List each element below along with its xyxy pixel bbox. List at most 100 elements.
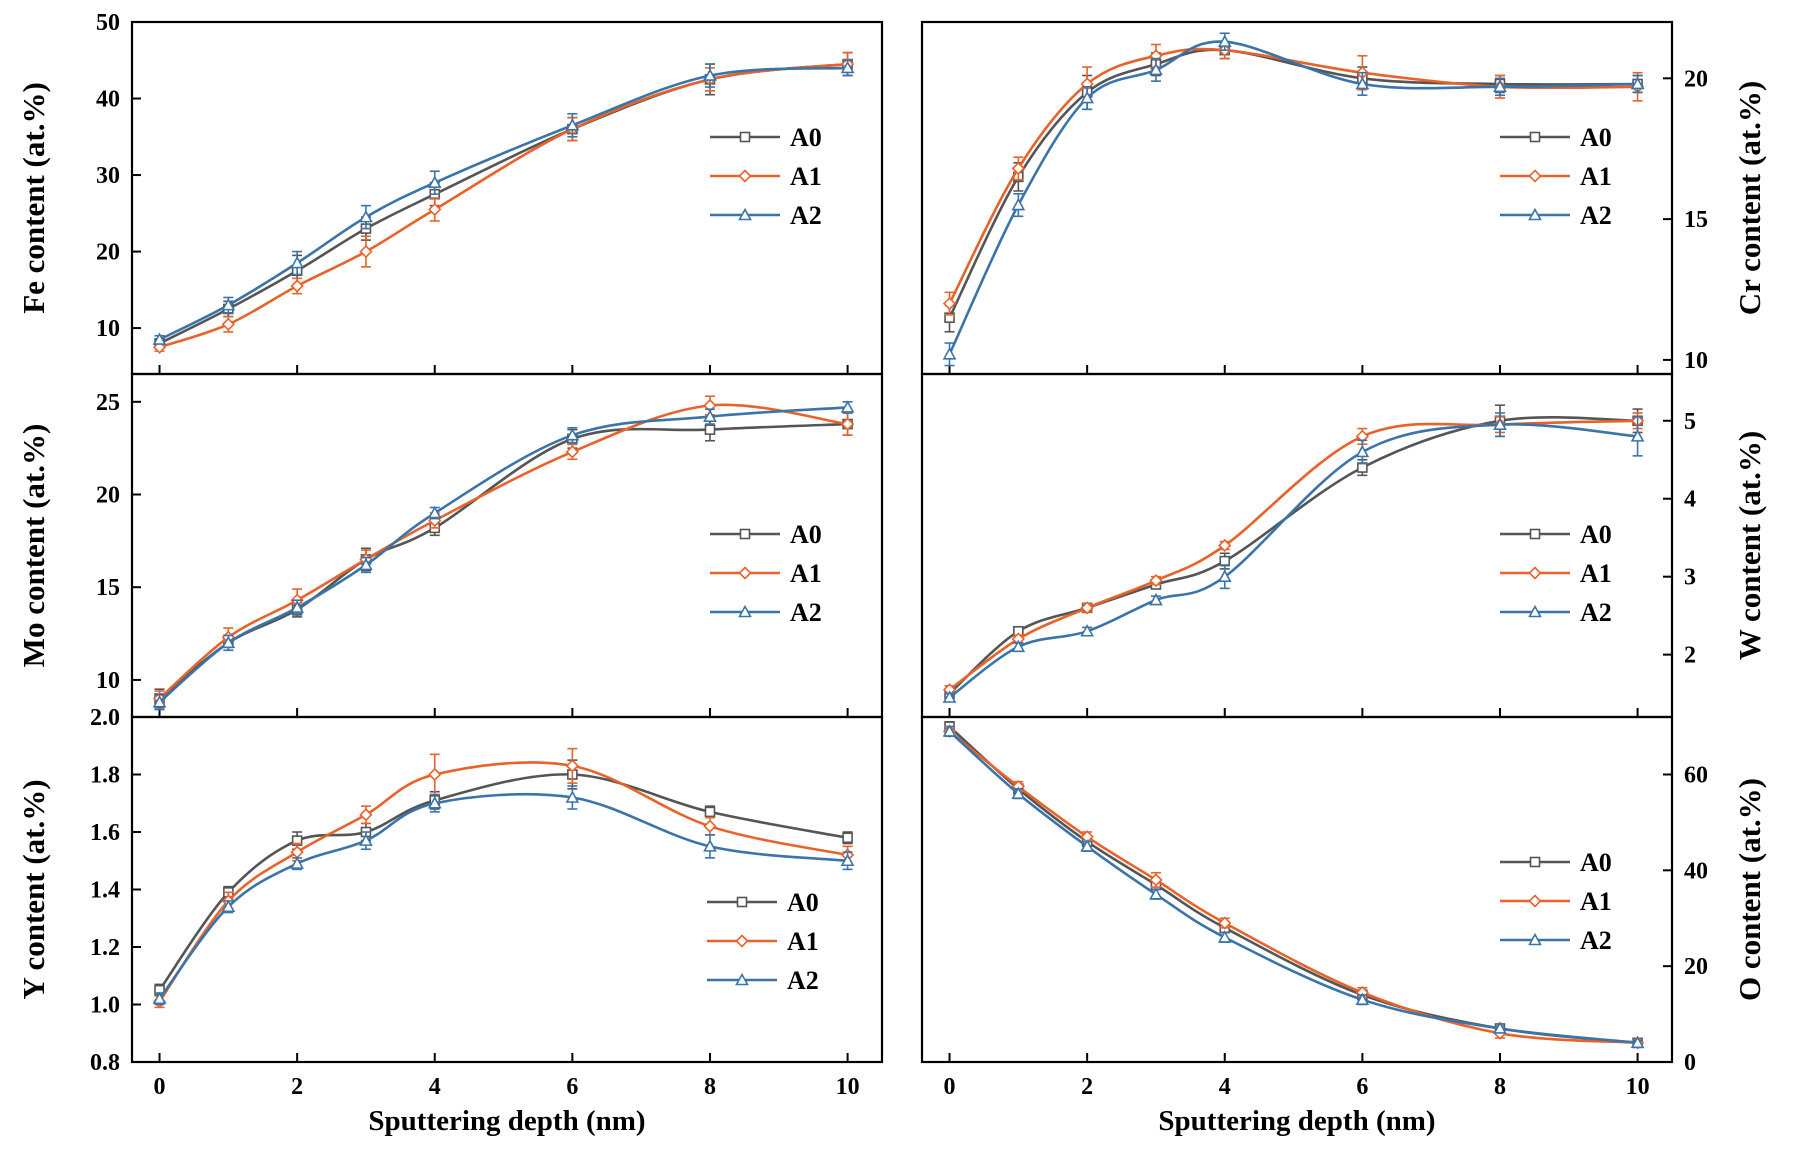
y-tick-label-fe-0: 10 (96, 316, 120, 342)
series-y-A1 (152, 747, 855, 1009)
legend-label-o-A1: A1 (1580, 887, 1612, 916)
data-point-mo-A1-7 (840, 417, 855, 431)
legend-item-o-A2: A2 (1500, 926, 1612, 955)
data-point-w-A2-4 (1217, 569, 1232, 582)
y-tick-label-mo-1: 15 (96, 575, 120, 601)
legend-marker-cr-A2 (1528, 207, 1542, 221)
x-axis-label-y: Sputtering depth (nm) (368, 1105, 645, 1137)
data-point-o-A2-6 (1493, 1021, 1507, 1034)
y-tick-label-o-2: 40 (1684, 858, 1708, 884)
legend-marker-fe-A2 (738, 207, 752, 221)
y-axis-label-mo: Mo content (at.%) (16, 424, 51, 668)
legend-marker-o-A0 (1529, 856, 1541, 868)
series-line-fe-A0 (158, 62, 848, 345)
legend-item-cr-A2: A2 (1500, 201, 1612, 230)
y-tick-label-fe-4: 50 (96, 10, 120, 36)
chart-panel-o: 0 20 40 60 0 2 4 6 8 10 O content (at.%) Sputtering… (920, 715, 1767, 1137)
legend-label-mo-A1: A1 (790, 559, 822, 588)
chart-panel-mo: 10 15 20 25 Mo content (at.%) A0 A1 A2 (16, 372, 884, 719)
data-point-y-A2-6 (703, 839, 717, 852)
legend-item-mo-A1: A1 (710, 559, 822, 588)
legend-label-y-A2: A2 (787, 966, 819, 995)
legend-item-fe-A0: A0 (710, 123, 822, 152)
y-tick-label-y-0: 0.8 (90, 1050, 120, 1076)
y-tick-label-w-3: 5 (1684, 409, 1696, 435)
x-tick-label-y-1: 2 (291, 1074, 303, 1100)
legend-label-o-A2: A2 (1580, 926, 1612, 955)
data-point-w-A2-2 (1080, 624, 1094, 637)
y-axis-label-w: W content (at.%) (1732, 431, 1767, 660)
legend-label-y-A0: A0 (787, 888, 819, 917)
series-fe-A1 (152, 51, 855, 354)
data-point-o-A1-4 (1218, 916, 1232, 930)
series-mo-A2 (152, 400, 855, 711)
x-tick-label-o-4: 8 (1494, 1074, 1506, 1100)
y-tick-label-fe-1: 20 (96, 240, 120, 266)
legend-item-y-A0: A0 (707, 888, 819, 917)
series-o-A2 (942, 724, 1645, 1049)
data-point-w-A1-3 (1149, 573, 1163, 588)
legend-fe: A0 A1 A2 (710, 123, 822, 230)
legend-label-y-A1: A1 (787, 927, 819, 956)
data-point-y-A0-6 (704, 806, 716, 818)
y-tick-label-y-4: 1.6 (90, 820, 120, 846)
data-point-y-A0-7 (842, 832, 853, 844)
legend-label-cr-A2: A2 (1580, 201, 1612, 230)
data-point-cr-A2-0 (942, 347, 957, 360)
data-point-w-A2-3 (1149, 592, 1163, 606)
data-point-fe-A1-2 (290, 279, 304, 293)
legend-item-o-A0: A0 (1500, 848, 1612, 877)
data-point-y-A1-5 (565, 759, 579, 773)
legend-label-w-A1: A1 (1580, 559, 1612, 588)
data-point-mo-A2-1 (221, 635, 236, 649)
series-mo-A0 (154, 412, 853, 709)
chart-panel-fe: 10 20 30 40 50 Fe content (at.%) A0 A1 A2 (16, 10, 884, 376)
series-o-A0 (944, 720, 1643, 1049)
data-point-cr-A2-7 (1630, 76, 1645, 90)
y-tick-label-mo-0: 10 (96, 668, 120, 694)
data-point-cr-A1-0 (942, 296, 957, 311)
legend-item-y-A1: A1 (707, 927, 819, 956)
data-point-cr-A2-2 (1080, 90, 1094, 104)
data-point-y-A1-6 (703, 819, 717, 833)
legend-item-y-A2: A2 (707, 966, 819, 995)
y-axis-label-cr: Cr content (at.%) (1732, 81, 1767, 315)
legend-marker-o-A2 (1528, 932, 1542, 946)
data-point-fe-A2-1 (221, 297, 236, 311)
y-tick-label-y-1: 1.0 (90, 993, 120, 1019)
legend-marker-mo-A2 (738, 604, 752, 618)
data-point-w-A1-2 (1080, 601, 1094, 615)
series-line-w-A2 (948, 423, 1638, 699)
legend-label-mo-A0: A0 (790, 520, 822, 549)
series-line-fe-A1 (159, 62, 848, 349)
plot-frame-mo (130, 372, 884, 719)
y-tick-label-fe-3: 40 (96, 87, 120, 113)
series-line-o-A1 (948, 730, 1638, 1045)
data-point-cr-A2-1 (1011, 197, 1026, 211)
data-point-y-A2-4 (427, 796, 442, 809)
legend-o: A0 A1 A2 (1500, 848, 1612, 955)
data-point-fe-A2-2 (290, 255, 304, 269)
series-line-fe-A2 (158, 66, 848, 341)
series-w-A0 (944, 404, 1643, 699)
data-point-cr-A2-3 (1149, 62, 1163, 76)
data-point-w-A1-4 (1218, 538, 1232, 553)
series-line-cr-A0 (948, 48, 1638, 319)
data-point-o-A2-4 (1217, 930, 1232, 943)
legend-marker-cr-A1 (1528, 169, 1542, 183)
x-axis-label-o: Sputtering depth (nm) (1158, 1105, 1435, 1137)
data-point-cr-A2-4 (1217, 34, 1232, 48)
plot-frame-o (920, 715, 1674, 1064)
legend-label-fe-A2: A2 (790, 201, 822, 230)
y-tick-label-w-0: 2 (1684, 643, 1696, 669)
legend-item-o-A1: A1 (1500, 887, 1612, 916)
data-point-fe-A2-3 (359, 209, 373, 223)
x-tick-label-y-2: 4 (429, 1074, 441, 1100)
chart-panel-cr: 10 15 20 Cr content (at.%) A0 A1 A2 (920, 20, 1767, 376)
data-point-mo-A1-5 (565, 445, 579, 459)
data-point-mo-A0-6 (704, 424, 716, 435)
data-point-fe-A1-1 (221, 317, 235, 331)
legend-marker-y-A1 (735, 934, 749, 948)
series-line-w-A1 (948, 419, 1638, 691)
data-point-w-A2-1 (1011, 639, 1026, 653)
